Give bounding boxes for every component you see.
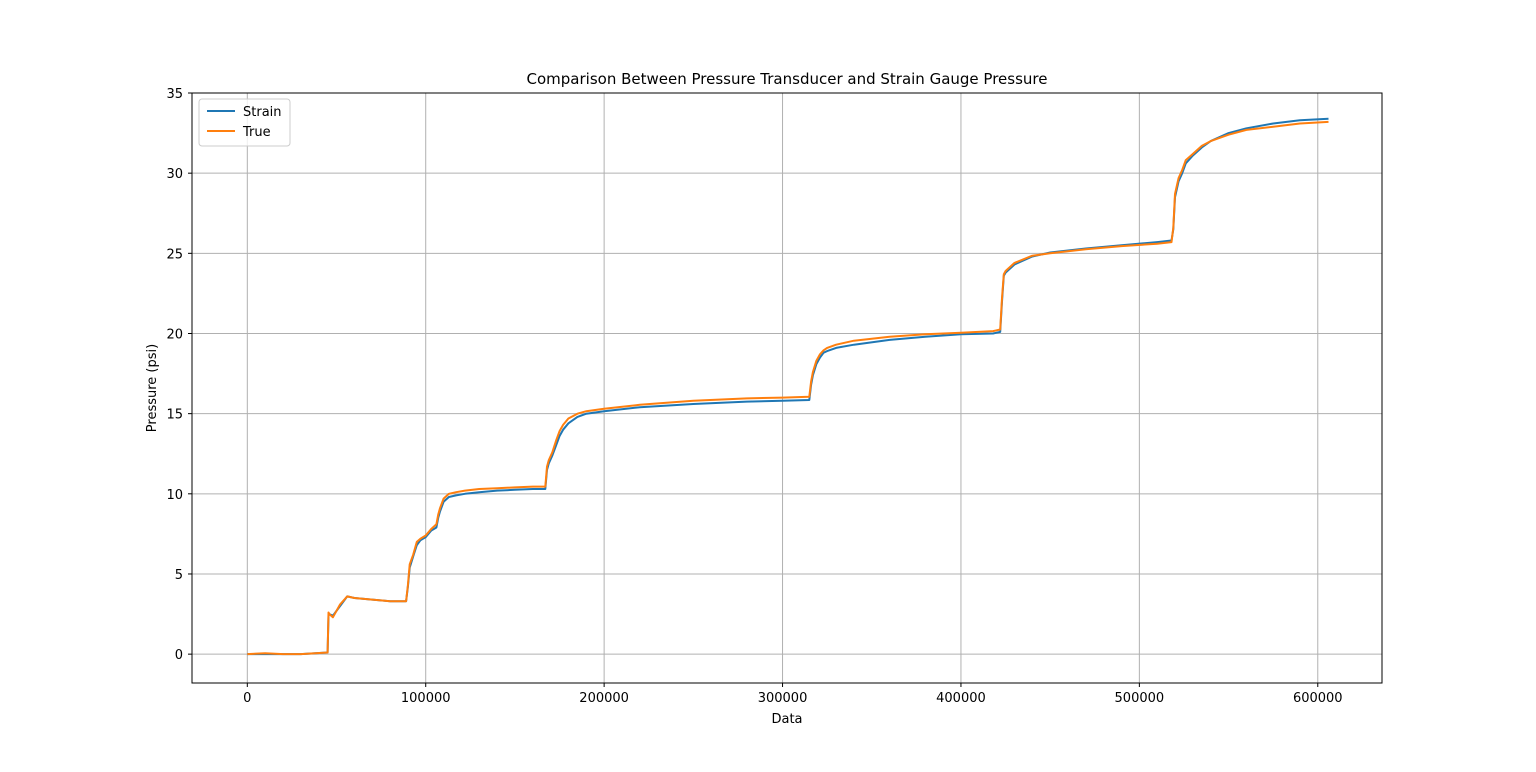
chart-title: Comparison Between Pressure Transducer a… [527, 70, 1048, 88]
legend: Strain True [198, 98, 291, 147]
y-tick-label: 5 [175, 568, 183, 583]
x-axis-label: Data [771, 712, 802, 727]
y-tick-label: 0 [175, 648, 183, 663]
x-tick-label: 300000 [758, 691, 808, 706]
x-axis-ticks: 0 100000 200000 300000 400000 500000 600000 [243, 683, 1343, 706]
legend-label-true: True [242, 125, 271, 140]
x-tick-label: 400000 [936, 691, 986, 706]
y-tick-label: 30 [166, 167, 183, 182]
plot-series [247, 117, 1329, 656]
legend-label-strain: Strain [243, 105, 282, 120]
y-tick-label: 10 [166, 488, 183, 503]
y-axis-ticks: 0 5 10 15 20 25 30 35 [166, 87, 192, 663]
x-tick-label: 100000 [401, 691, 451, 706]
y-axis-label: Pressure (psi) [145, 344, 160, 432]
x-tick-label: 0 [243, 691, 251, 706]
series-line-true [247, 120, 1329, 656]
y-tick-label: 20 [166, 327, 183, 342]
y-tick-label: 15 [166, 408, 183, 423]
x-tick-label: 500000 [1115, 691, 1165, 706]
x-tick-label: 600000 [1293, 691, 1343, 706]
y-tick-label: 25 [166, 247, 183, 262]
plot-frame [191, 92, 1383, 684]
y-tick-label: 35 [166, 87, 183, 102]
x-tick-label: 200000 [579, 691, 629, 706]
